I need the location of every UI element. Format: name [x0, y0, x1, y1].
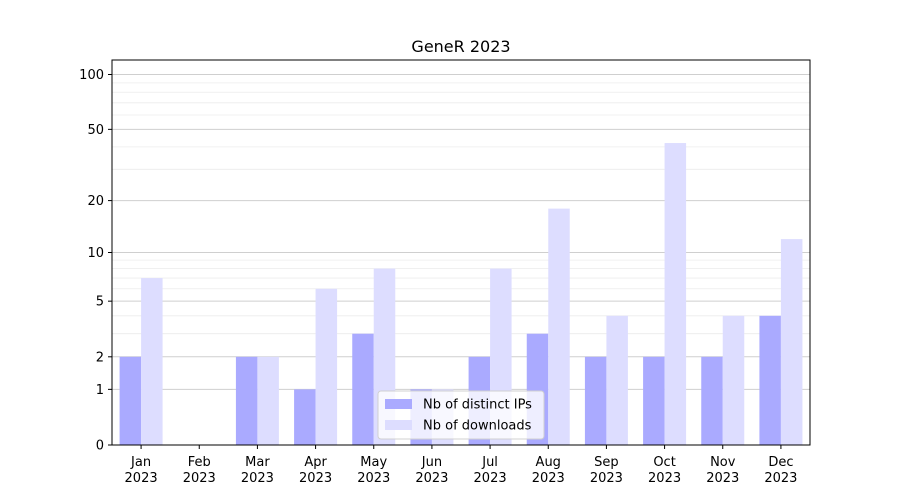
- chart-title: GeneR 2023: [411, 37, 510, 56]
- y-tick-label: 50: [87, 123, 104, 138]
- bar-distinct-ips: [294, 389, 316, 445]
- x-tick-label-month: Mar: [245, 455, 270, 470]
- x-tick-label-year: 2023: [706, 471, 739, 486]
- legend-swatch: [385, 420, 412, 430]
- bar-downloads: [780, 239, 803, 445]
- bar-downloads: [315, 288, 338, 445]
- x-tick-label-month: Feb: [188, 455, 211, 470]
- x-tick-label-month: Jul: [481, 455, 498, 470]
- y-tick-label: 2: [96, 350, 104, 365]
- x-tick-label-year: 2023: [590, 471, 623, 486]
- x-tick-label-month: May: [360, 455, 387, 470]
- x-axis: Jan2023Feb2023Mar2023Apr2023May2023Jun20…: [125, 445, 797, 486]
- x-tick-label-month: Oct: [653, 455, 675, 470]
- x-tick-label-year: 2023: [183, 471, 216, 486]
- bar-downloads: [664, 143, 687, 446]
- x-tick-label-month: Nov: [710, 455, 736, 470]
- x-tick-label-month: Sep: [594, 455, 619, 470]
- x-tick-label-year: 2023: [125, 471, 158, 486]
- bar-distinct-ips: [235, 356, 258, 445]
- bar-downloads: [606, 315, 628, 445]
- x-tick-label-month: Aug: [536, 455, 561, 470]
- bar-distinct-ips: [701, 356, 723, 445]
- x-tick-label-month: Jun: [421, 455, 442, 470]
- x-tick-label-year: 2023: [764, 471, 797, 486]
- legend-box: [377, 390, 545, 440]
- grid: [112, 74, 810, 390]
- x-tick-label-year: 2023: [474, 471, 507, 486]
- bar-downloads: [257, 356, 279, 445]
- legend-swatch: [385, 399, 412, 409]
- bar-distinct-ips: [584, 356, 607, 445]
- x-tick-label-year: 2023: [299, 471, 332, 486]
- legend-label: Nb of distinct IPs: [423, 398, 532, 413]
- y-tick-label: 5: [96, 295, 104, 310]
- y-tick-label: 100: [79, 68, 104, 83]
- x-tick-label-year: 2023: [648, 471, 681, 486]
- y-axis: 0 1 2 5 10 20 50 100: [79, 68, 112, 454]
- x-tick-label-year: 2023: [241, 471, 274, 486]
- x-tick-label-year: 2023: [532, 471, 565, 486]
- y-tick-label: 1: [96, 383, 104, 398]
- bar-distinct-ips: [643, 356, 665, 445]
- x-tick-label-year: 2023: [415, 471, 448, 486]
- y-tick-label: 20: [87, 194, 104, 209]
- bar-distinct-ips: [352, 333, 374, 445]
- bar-downloads: [548, 208, 570, 445]
- bar-downloads: [141, 278, 163, 445]
- bar-distinct-ips: [119, 356, 142, 445]
- x-tick-label-year: 2023: [357, 471, 390, 486]
- y-tick-label: 0: [96, 439, 104, 454]
- y-tick-label: 10: [87, 246, 104, 261]
- legend-label: Nb of downloads: [423, 419, 532, 434]
- x-tick-label-month: Apr: [304, 455, 327, 470]
- x-tick-label-month: Jan: [130, 455, 151, 470]
- x-tick-label-month: Dec: [768, 455, 793, 470]
- legend: Nb of distinct IPs Nb of downloads: [377, 390, 545, 440]
- bar-distinct-ips: [759, 315, 781, 445]
- bar-downloads: [722, 315, 745, 445]
